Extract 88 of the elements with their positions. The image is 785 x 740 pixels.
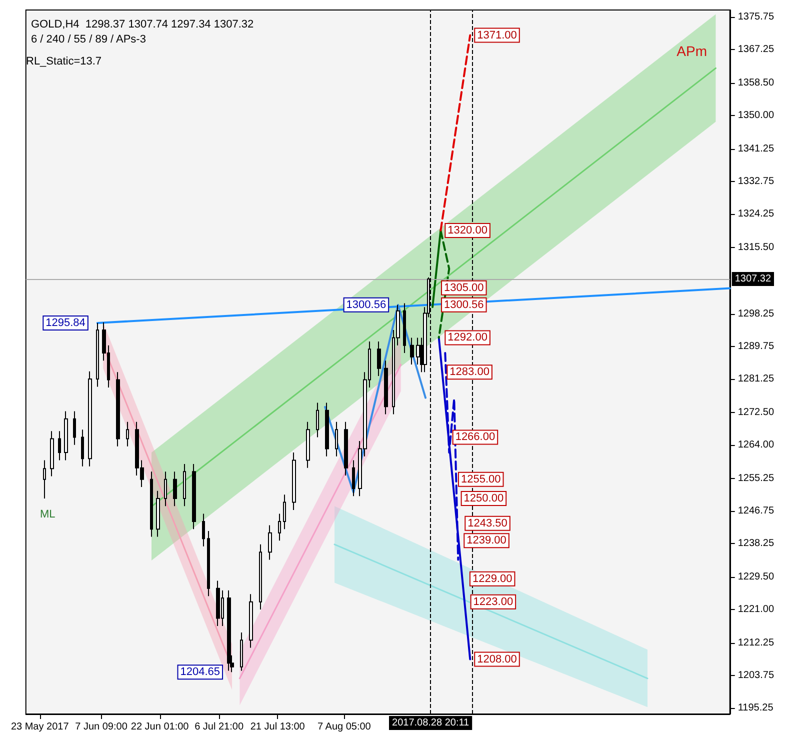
x-tick-label: 7 Jun 09:00 — [75, 722, 128, 732]
annotation: 1305.00 — [444, 282, 484, 294]
candlestick — [116, 372, 120, 447]
annotation: 1292.00 — [448, 332, 488, 344]
annotation: 1223.00 — [473, 596, 514, 608]
y-tick-label: 1195.25 — [738, 702, 774, 714]
candlestick — [384, 360, 388, 415]
y-tick-label: 1229.50 — [738, 571, 774, 582]
y-tick-label: 1315.50 — [738, 242, 774, 254]
candlestick — [306, 421, 310, 468]
annotation: 1204.65 — [180, 666, 220, 678]
candlestick — [325, 402, 329, 457]
y-tick-label: 1212.25 — [738, 637, 774, 648]
candlestick — [268, 524, 272, 560]
ref-line-label: 2017.08.28 20:11 — [392, 718, 470, 728]
y-tick-label: 1358.50 — [738, 78, 774, 89]
annotation: 1250.00 — [464, 492, 504, 504]
annotation: ML — [40, 508, 56, 520]
y-tick-label: 1289.75 — [738, 340, 774, 352]
annotation: 1300.56 — [444, 298, 484, 311]
candlestick — [278, 513, 281, 542]
y-tick-label: 1272.50 — [738, 406, 774, 418]
annotation: 1283.00 — [450, 366, 490, 378]
y-tick-label: 1264.00 — [738, 439, 774, 450]
candlestick — [202, 513, 205, 547]
candlestick — [96, 322, 99, 388]
annotation: APm — [676, 43, 708, 59]
candlestick — [156, 490, 160, 538]
text: 6 / 240 / 55 / 89 / APs-3 — [31, 34, 146, 46]
candlestick — [207, 530, 210, 597]
candlestick — [64, 410, 68, 461]
candlestick — [240, 632, 243, 672]
candlestick — [88, 370, 92, 467]
annotation: 1295.84 — [46, 316, 86, 329]
y-tick-label: 1324.25 — [738, 208, 774, 220]
candlestick — [352, 460, 355, 497]
candlestick — [58, 430, 61, 461]
annotation: 1243.50 — [468, 517, 508, 530]
annotation: 1239.00 — [466, 534, 506, 547]
candlestick — [335, 421, 338, 457]
annotation: RL_Static=13.7 — [26, 56, 102, 68]
candlestick — [150, 471, 153, 538]
x-tick-label: 23 May 2017 — [10, 722, 70, 732]
candlestick — [192, 464, 196, 530]
candlestick — [81, 429, 84, 467]
y-tick-label: 1238.25 — [738, 538, 774, 549]
candlestick — [183, 464, 186, 507]
annotation: 1320.00 — [448, 224, 488, 236]
y-tick-label: 1203.75 — [738, 670, 774, 682]
annotation: 1371.00 — [477, 29, 517, 42]
y-tick-label: 1375.75 — [738, 12, 774, 23]
candlestick — [126, 421, 129, 447]
x-tick-label: 22 Jun 01:00 — [130, 722, 190, 732]
candlestick — [316, 402, 319, 438]
candlestick — [164, 471, 167, 507]
candlestick — [259, 544, 262, 610]
y-tick-label: 1350.00 — [738, 110, 774, 122]
candlestick — [283, 494, 286, 530]
candlestick — [249, 594, 253, 648]
annotation: 1255.00 — [460, 473, 501, 486]
candlestick — [344, 421, 348, 476]
candlestick — [292, 452, 296, 510]
y-tick-label: 1281.25 — [738, 373, 774, 384]
x-tick-label: 21 Jul 13:00 — [250, 722, 306, 732]
annotation: 1208.00 — [477, 653, 517, 666]
y-tick-label: 1332.75 — [738, 176, 774, 188]
x-tick-label: 6 Jul 21:00 — [194, 722, 244, 732]
y-tick-label: 1341.25 — [738, 144, 774, 155]
ref-line-label: 1307.32 — [734, 274, 772, 285]
annotation: 1300.56 — [346, 298, 386, 311]
candlestick — [377, 341, 381, 376]
y-tick-label: 1367.25 — [738, 44, 774, 56]
candlestick — [50, 430, 54, 477]
candlestick — [227, 590, 231, 672]
candlestick — [403, 302, 406, 354]
annotation: 1266.00 — [455, 431, 496, 444]
y-tick-label: 1255.25 — [738, 472, 774, 484]
y-tick-label: 1221.00 — [738, 604, 774, 615]
candlestick — [173, 471, 177, 507]
candlestick — [410, 337, 414, 365]
text: GOLD,H4 1298.37 1307.74 1297.34 1307.32 — [31, 18, 254, 30]
annotation: 1229.00 — [472, 572, 512, 585]
candlestick — [43, 460, 46, 499]
candlestick — [216, 580, 220, 626]
candlestick — [73, 410, 76, 446]
x-tick-label: 7 Aug 05:00 — [317, 722, 372, 732]
y-tick-label: 1246.75 — [738, 505, 774, 516]
y-tick-label: 1298.25 — [738, 308, 774, 320]
